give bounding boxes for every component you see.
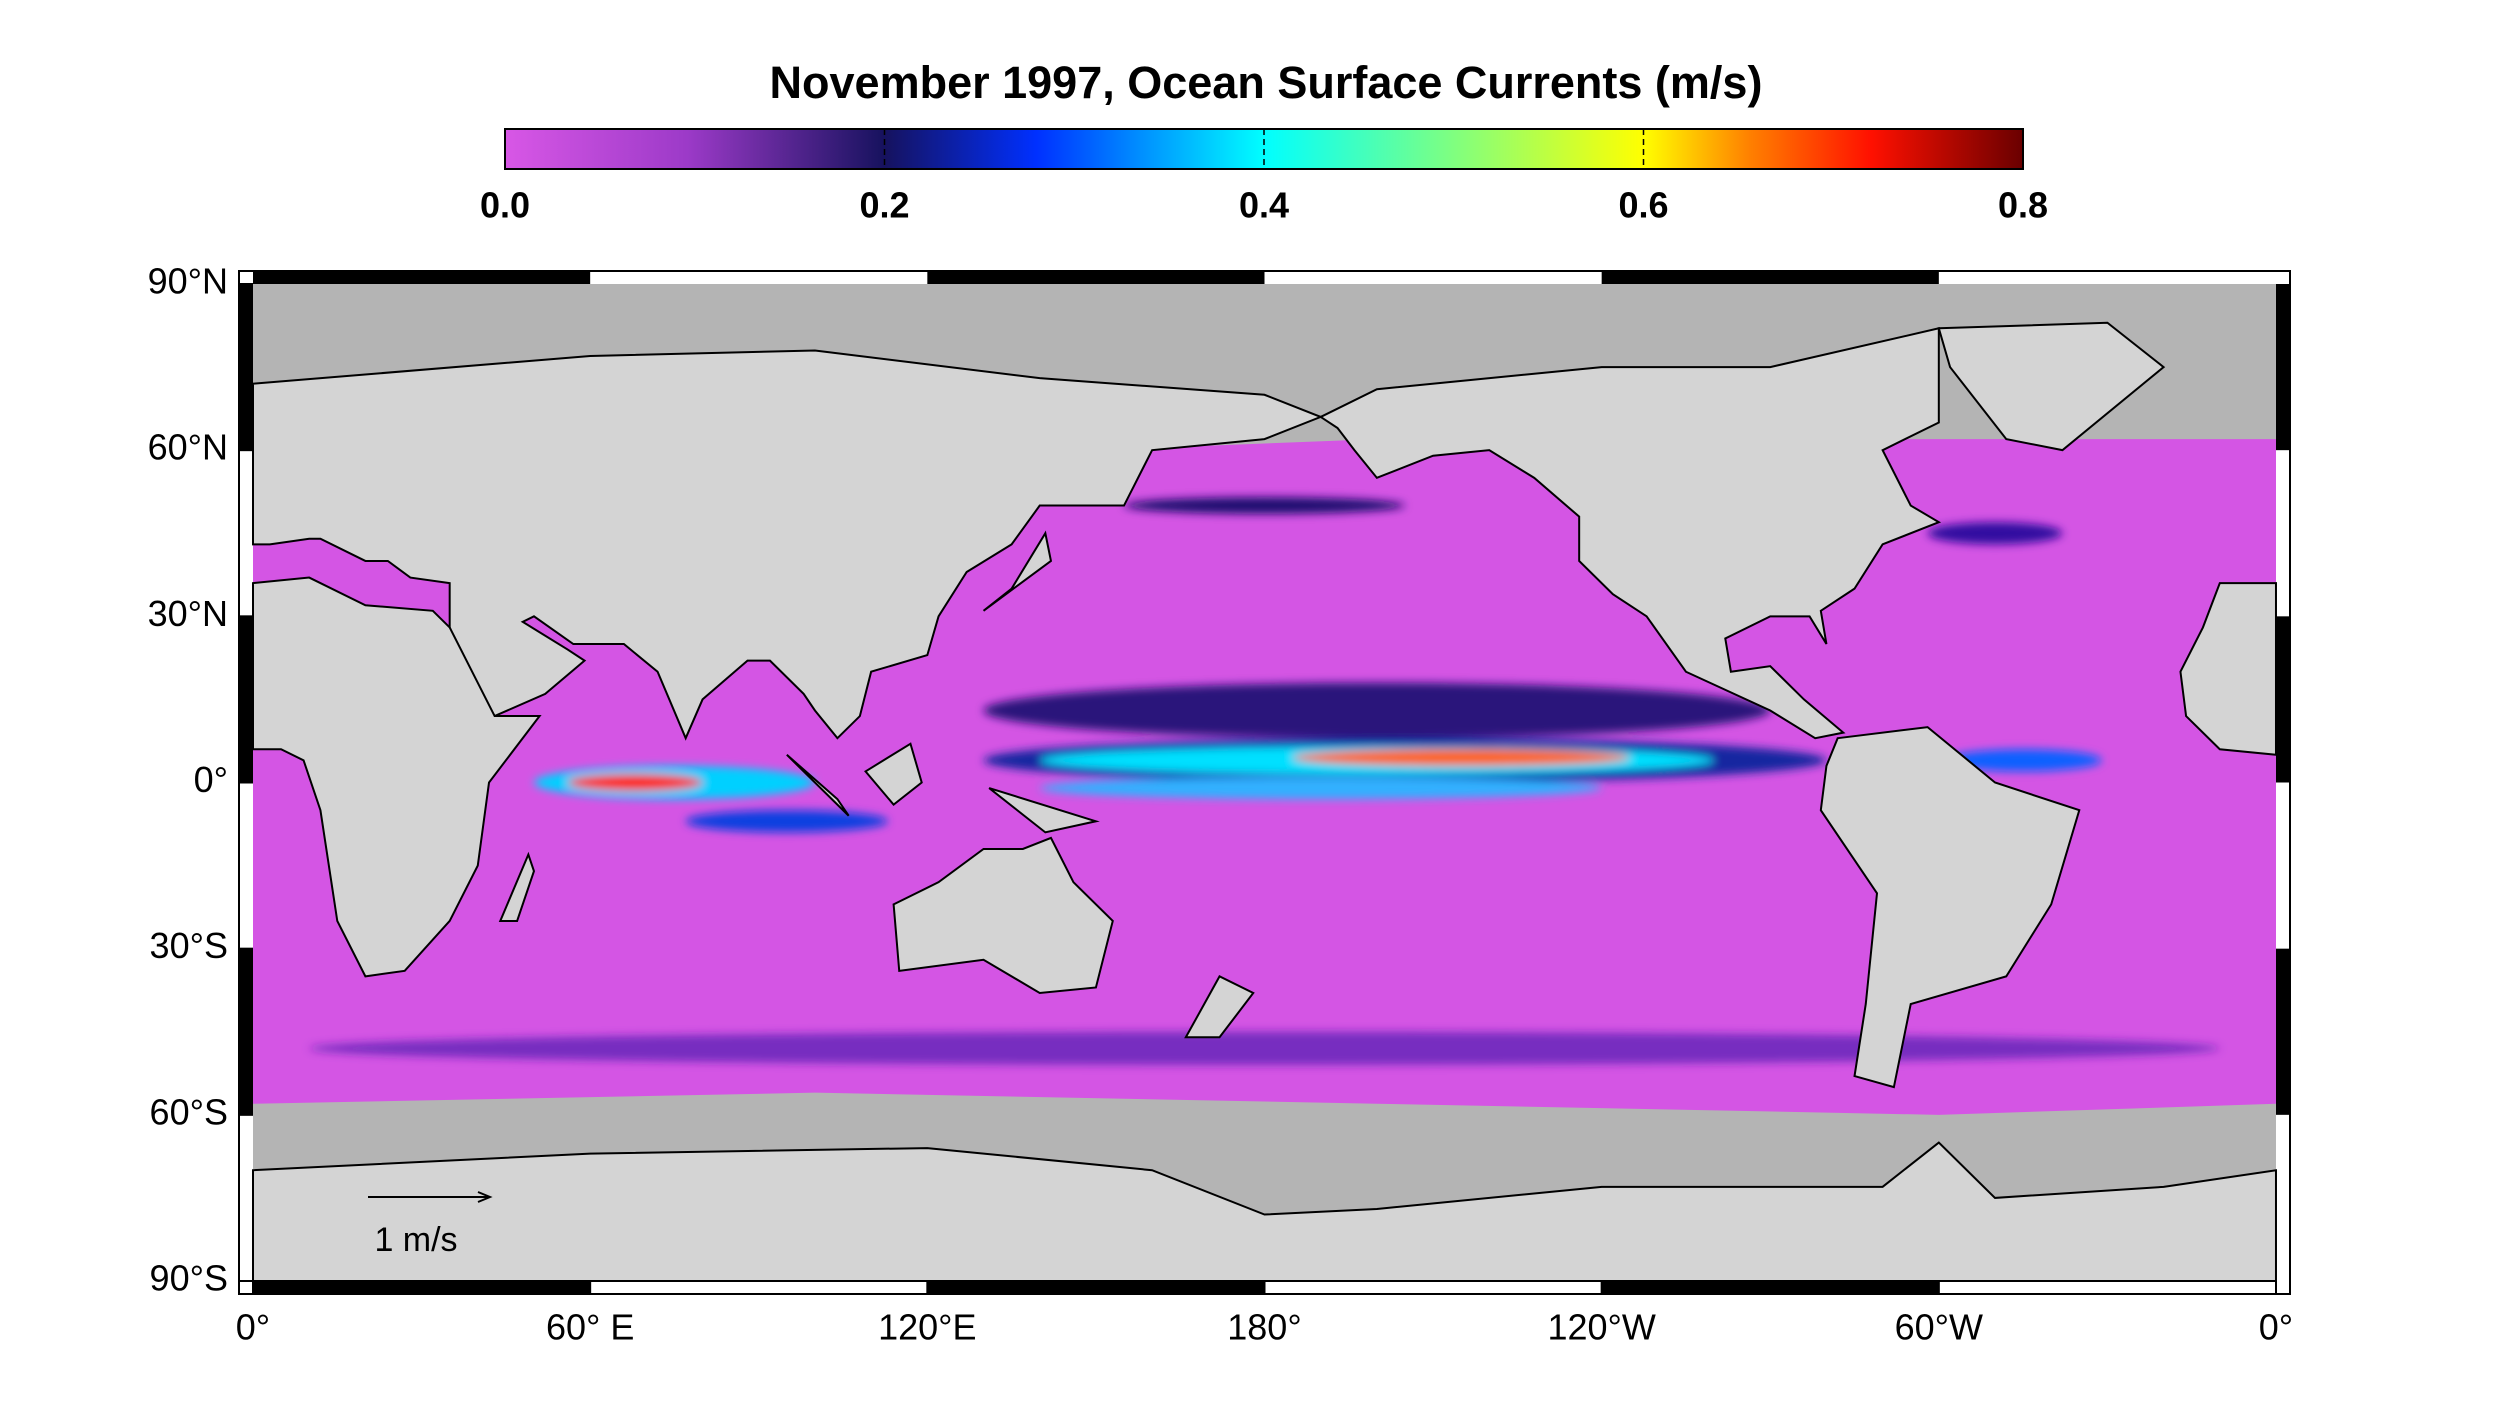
land xyxy=(2180,583,2276,755)
y-tick-label: 0° xyxy=(194,759,228,800)
y-tick-label: 30°S xyxy=(150,925,228,966)
x-tick-label: 60°W xyxy=(1895,1307,1983,1348)
colorbar-tick-label: 0.4 xyxy=(1239,185,1289,226)
frame-bar xyxy=(253,271,591,284)
y-tick-label: 60°S xyxy=(150,1091,228,1132)
land xyxy=(1821,727,2079,1087)
colorbar-tick-label: 0.2 xyxy=(859,185,909,226)
frame-bar xyxy=(927,271,1265,284)
scale-arrow-head xyxy=(477,1191,493,1203)
land xyxy=(1321,328,1939,738)
frame-bar xyxy=(2276,948,2290,1115)
land xyxy=(989,788,1096,832)
land xyxy=(866,744,922,805)
frame-bar xyxy=(239,948,253,1115)
frame-bar xyxy=(253,1281,591,1294)
map xyxy=(253,284,2276,1281)
x-tick-label: 0° xyxy=(236,1307,270,1348)
x-tick-label: 0° xyxy=(2259,1307,2293,1348)
x-tick-label: 60° E xyxy=(546,1307,634,1348)
x-tick-label: 180° xyxy=(1227,1307,1301,1348)
land xyxy=(894,838,1113,993)
frame-bar xyxy=(239,616,253,783)
frame-bar xyxy=(927,1281,1265,1294)
land xyxy=(984,533,1051,611)
frame-bar xyxy=(2276,284,2290,451)
y-tick-label: 90°N xyxy=(148,261,228,302)
y-tick-label: 90°S xyxy=(150,1258,228,1299)
scale-label: 1 m/s xyxy=(374,1221,457,1259)
land xyxy=(253,1143,2276,1281)
land xyxy=(500,855,534,921)
frame-bar xyxy=(239,284,253,451)
frame-bar xyxy=(1601,271,1939,284)
frame-bar xyxy=(1601,1281,1939,1294)
y-tick-label: 60°N xyxy=(148,427,228,468)
land xyxy=(253,350,1321,738)
land xyxy=(253,578,540,977)
land xyxy=(787,755,849,816)
x-tick-label: 120°E xyxy=(878,1307,976,1348)
currents xyxy=(309,497,2220,1065)
frame-bar xyxy=(2276,616,2290,783)
frame-bars xyxy=(239,271,2290,1294)
land xyxy=(1186,976,1253,1037)
colorbar-tick-label: 0.8 xyxy=(1998,185,2048,226)
title: November 1997, Ocean Surface Currents (m… xyxy=(770,57,1763,108)
y-tick-label: 30°N xyxy=(148,593,228,634)
land xyxy=(1939,323,2164,450)
colorbar-tick-label: 0.0 xyxy=(480,185,530,226)
x-tick-label: 120°W xyxy=(1547,1307,1655,1348)
colorbar-tick-label: 0.6 xyxy=(1618,185,1668,226)
